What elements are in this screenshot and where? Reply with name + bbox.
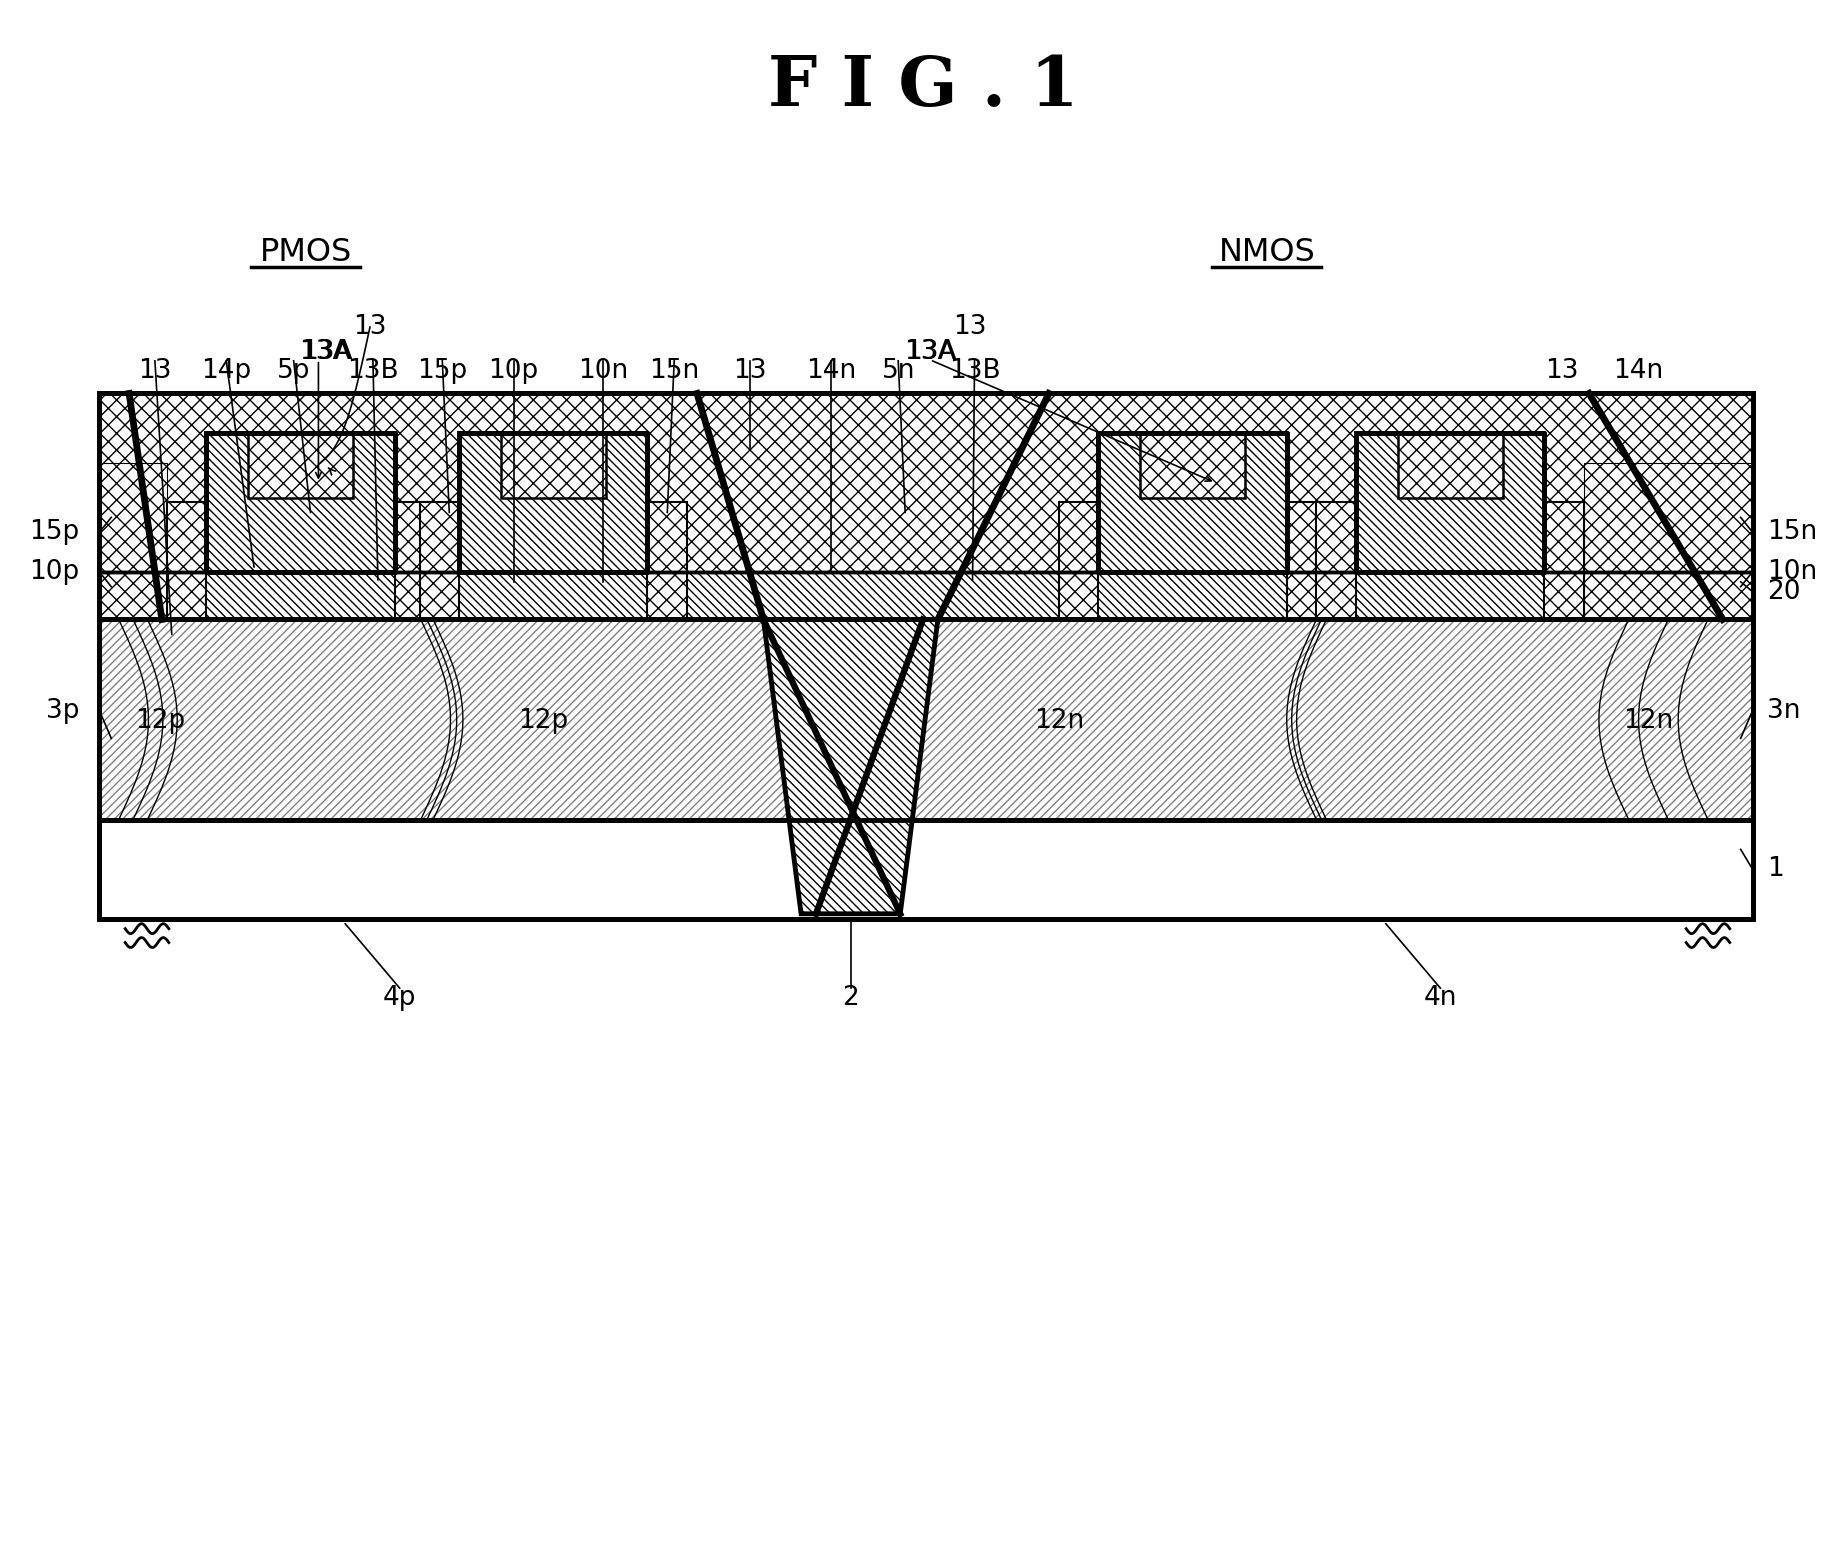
Text: 13A: 13A bbox=[301, 339, 353, 366]
Bar bbox=[1058, 503, 1099, 620]
Text: 10n: 10n bbox=[1768, 559, 1817, 584]
Text: 13A: 13A bbox=[905, 339, 955, 366]
Bar bbox=[1356, 433, 1544, 572]
Bar bbox=[207, 433, 395, 572]
Bar bbox=[1398, 433, 1503, 498]
Text: 13: 13 bbox=[733, 358, 767, 384]
Text: 14n: 14n bbox=[805, 358, 855, 384]
Text: PMOS: PMOS bbox=[259, 237, 351, 269]
Text: 20: 20 bbox=[1768, 578, 1801, 604]
Polygon shape bbox=[763, 620, 938, 914]
Bar bbox=[1317, 503, 1356, 620]
Bar bbox=[1099, 433, 1287, 572]
Bar bbox=[460, 433, 648, 572]
Text: 13B: 13B bbox=[949, 358, 1001, 384]
Bar bbox=[395, 503, 434, 620]
Text: 15n: 15n bbox=[648, 358, 700, 384]
Text: 14p: 14p bbox=[201, 358, 251, 384]
Text: 12p: 12p bbox=[519, 708, 569, 734]
Text: 13: 13 bbox=[353, 314, 386, 341]
Bar bbox=[1585, 462, 1753, 620]
Text: 13B: 13B bbox=[347, 358, 399, 384]
Bar bbox=[100, 620, 1753, 820]
Bar bbox=[166, 503, 207, 620]
Bar bbox=[100, 462, 166, 620]
Text: 15p: 15p bbox=[30, 519, 79, 545]
Bar bbox=[1544, 503, 1585, 620]
Text: 2: 2 bbox=[842, 986, 859, 1011]
Text: 4n: 4n bbox=[1424, 986, 1457, 1011]
Bar bbox=[1140, 433, 1245, 498]
Text: 13: 13 bbox=[139, 358, 172, 384]
Text: 13: 13 bbox=[1546, 358, 1579, 384]
Text: 12n: 12n bbox=[1034, 708, 1084, 734]
Polygon shape bbox=[763, 620, 938, 914]
Text: 10p: 10p bbox=[489, 358, 539, 384]
Bar bbox=[419, 503, 460, 620]
Bar bbox=[100, 394, 1753, 918]
Bar bbox=[100, 572, 1753, 620]
Text: 12n: 12n bbox=[1624, 708, 1673, 734]
Text: 5n: 5n bbox=[881, 358, 914, 384]
Text: 5p: 5p bbox=[277, 358, 310, 384]
Text: 13A: 13A bbox=[299, 339, 351, 366]
Bar bbox=[247, 433, 353, 498]
Text: 13: 13 bbox=[953, 314, 986, 341]
Text: 12p: 12p bbox=[135, 708, 185, 734]
Text: 15p: 15p bbox=[417, 358, 467, 384]
Text: 3n: 3n bbox=[1768, 698, 1801, 723]
Text: 1: 1 bbox=[1768, 856, 1784, 883]
Bar bbox=[1287, 503, 1326, 620]
Text: 15n: 15n bbox=[1768, 519, 1817, 545]
Text: NMOS: NMOS bbox=[1219, 237, 1315, 269]
Bar bbox=[100, 394, 1753, 572]
Text: 10n: 10n bbox=[578, 358, 628, 384]
Text: F I G . 1: F I G . 1 bbox=[768, 53, 1079, 120]
Text: 4p: 4p bbox=[382, 986, 416, 1011]
Text: 10p: 10p bbox=[30, 559, 79, 584]
Text: 13A: 13A bbox=[905, 339, 957, 366]
Text: 14n: 14n bbox=[1614, 358, 1664, 384]
Text: 3p: 3p bbox=[46, 698, 79, 723]
Bar bbox=[648, 503, 687, 620]
Bar bbox=[501, 433, 606, 498]
Bar bbox=[100, 820, 1753, 918]
